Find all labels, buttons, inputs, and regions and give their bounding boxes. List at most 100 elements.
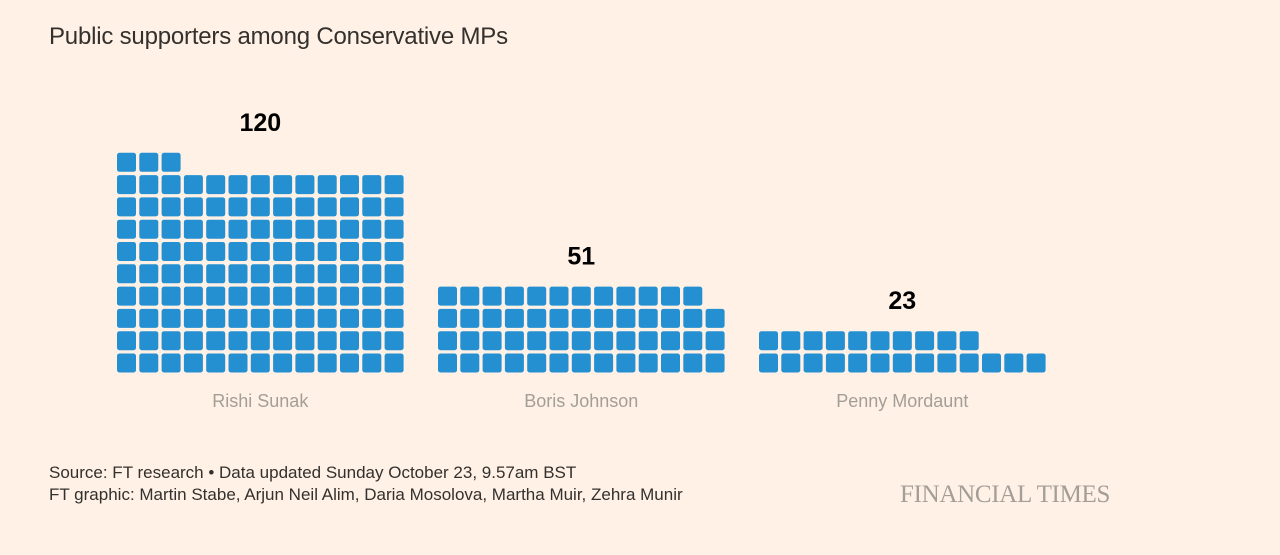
source-block: Source: FT research • Data updated Sunda… — [49, 462, 683, 506]
waffle-square — [161, 175, 181, 195]
waffle-square — [273, 286, 293, 306]
waffle-square — [228, 308, 248, 328]
waffle-square — [825, 331, 845, 351]
waffle-square — [362, 175, 382, 195]
waffle-square — [273, 264, 293, 284]
waffle-square — [915, 331, 935, 351]
waffle-square — [384, 308, 404, 328]
waffle-square — [161, 286, 181, 306]
waffle-square — [250, 219, 270, 239]
value-label: 23 — [888, 287, 916, 315]
waffle-square — [661, 353, 680, 373]
waffle-square — [527, 286, 547, 306]
waffle-square — [295, 308, 315, 328]
waffle-square — [438, 353, 457, 373]
waffle-square — [295, 175, 315, 195]
waffle-square — [161, 331, 181, 351]
waffle-square — [362, 219, 382, 239]
waffle-square — [295, 242, 315, 261]
waffle-square — [616, 286, 636, 306]
waffle-square — [273, 219, 293, 239]
waffle-square — [295, 353, 315, 373]
waffle-square — [228, 175, 248, 195]
waffle-square — [937, 331, 957, 351]
waffle-square — [228, 353, 248, 373]
waffle-square — [250, 353, 270, 373]
waffle-square — [504, 331, 524, 351]
waffle-square — [183, 264, 203, 284]
waffle-square — [250, 264, 270, 284]
waffle-square — [139, 242, 159, 261]
waffle-square — [362, 286, 382, 306]
waffle-square — [183, 331, 203, 351]
waffle-square — [661, 331, 680, 351]
waffle-square — [317, 242, 337, 261]
waffle-square — [295, 286, 315, 306]
chart-title: Public supporters among Conservative MPs — [49, 23, 508, 50]
waffle-square — [183, 353, 203, 373]
waffle-square — [340, 308, 359, 328]
waffle-square — [273, 242, 293, 261]
waffle-square — [340, 242, 359, 261]
waffle-square — [317, 175, 337, 195]
waffle-square — [117, 353, 136, 373]
waffle-square — [183, 175, 203, 195]
waffle-square — [139, 264, 159, 284]
waffle-square — [340, 197, 359, 217]
waffle-square — [206, 175, 226, 195]
waffle-square — [482, 308, 502, 328]
value-label: 51 — [567, 243, 595, 271]
waffle-square — [1026, 353, 1046, 373]
waffle-square — [273, 353, 293, 373]
credits-line: FT graphic: Martin Stabe, Arjun Neil Ali… — [49, 485, 683, 504]
waffle-square — [161, 242, 181, 261]
waffle-square — [228, 264, 248, 284]
waffle-square — [183, 308, 203, 328]
waffle-square — [705, 353, 725, 373]
waffle-square — [250, 197, 270, 217]
waffle-square — [317, 264, 337, 284]
waffle-square — [273, 197, 293, 217]
waffle-square — [273, 308, 293, 328]
waffle-square — [362, 353, 382, 373]
category-label: Boris Johnson — [524, 391, 638, 411]
waffle-square — [937, 353, 957, 373]
category-label: Penny Mordaunt — [836, 391, 968, 411]
waffle-square — [384, 264, 404, 284]
waffle-square — [549, 331, 569, 351]
waffle-square — [803, 331, 823, 351]
waffle-square — [340, 264, 359, 284]
waffle-square — [594, 331, 614, 351]
waffle-square — [705, 308, 725, 328]
waffle-square — [161, 264, 181, 284]
waffle-square — [504, 308, 524, 328]
waffle-square — [206, 308, 226, 328]
waffle-square — [317, 353, 337, 373]
waffle-square — [1004, 353, 1024, 373]
waffle-square — [504, 286, 524, 306]
waffle-square — [206, 242, 226, 261]
waffle-square — [340, 286, 359, 306]
group-rishi-sunak: 120 Rishi Sunak — [117, 109, 404, 411]
waffle-square — [273, 175, 293, 195]
waffle-square — [206, 286, 226, 306]
waffle-square — [340, 175, 359, 195]
waffle-square — [228, 286, 248, 306]
waffle-square — [139, 286, 159, 306]
waffle-square — [781, 353, 801, 373]
financial-times-logo: FINANCIAL TIMES — [900, 481, 1111, 508]
waffle-square — [705, 331, 725, 351]
waffle-square — [250, 286, 270, 306]
waffle-square — [250, 331, 270, 351]
waffle-square — [527, 308, 547, 328]
waffle-square — [117, 197, 136, 217]
waffle-square — [317, 219, 337, 239]
waffle-square — [362, 264, 382, 284]
waffle-square — [683, 331, 703, 351]
waffle-square — [759, 353, 778, 373]
waffle-square — [317, 308, 337, 328]
waffle-square — [317, 286, 337, 306]
waffle-square — [117, 308, 136, 328]
waffle-square — [139, 308, 159, 328]
waffle-square — [295, 197, 315, 217]
